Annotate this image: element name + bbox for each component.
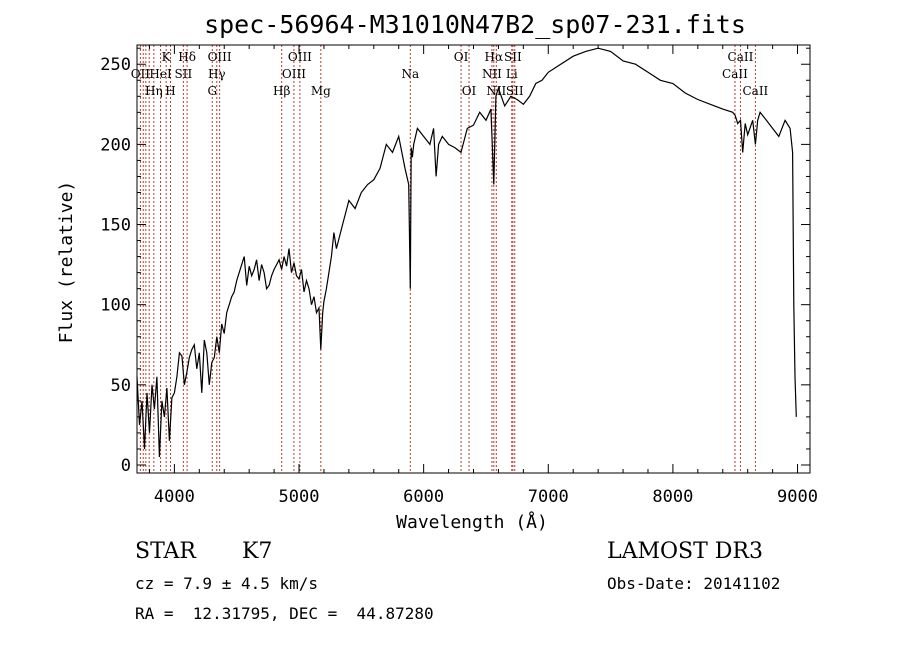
line-marker-labels: OIIHηHeIKHSIIHδGHγOIIIHβOIIIOIIIMgNaOIOI… xyxy=(131,50,769,98)
line-marker-label: Hβ xyxy=(273,84,290,98)
chart-title: spec-56964-M31010N47B2_sp07-231.fits xyxy=(204,10,746,39)
y-axis: 0 50 100 150 200 250 xyxy=(100,47,810,476)
observation-date: Obs-Date: 20141102 xyxy=(607,574,781,593)
y-tick-label: 150 xyxy=(100,216,131,236)
flux-series-line xyxy=(136,47,797,458)
y-tick-label: 0 xyxy=(121,456,131,476)
line-marker-label: CaII xyxy=(742,84,768,98)
line-marker-label: Hα xyxy=(485,50,504,64)
line-marker-label: Mg xyxy=(311,84,331,98)
line-marker-label: OI xyxy=(462,84,477,98)
line-marker-label: NII xyxy=(486,84,506,98)
x-tick-label: 8000 xyxy=(652,487,693,507)
y-tick-label: 50 xyxy=(111,376,131,396)
line-marker-label: G xyxy=(207,84,217,98)
line-marker-label: Hγ xyxy=(208,67,226,81)
x-tick-label: 5000 xyxy=(279,487,320,507)
survey-label: LAMOST DR3 xyxy=(607,539,763,564)
line-marker-label: OIII xyxy=(208,50,232,64)
line-marker-label: SII xyxy=(506,84,524,98)
redshift-velocity: cz = 7.9 ± 4.5 km/s xyxy=(135,574,319,593)
line-marker-label: HeI xyxy=(149,67,172,81)
x-tick-label: 9000 xyxy=(777,487,818,507)
y-axis-label: Flux (relative) xyxy=(56,181,77,344)
x-tick-label: 7000 xyxy=(528,487,569,507)
line-marker-label: K xyxy=(162,50,172,64)
x-tick-label: 6000 xyxy=(403,487,444,507)
sky-coordinates: RA = 12.31795, DEC = 44.87280 xyxy=(135,604,434,623)
line-marker-label: SII xyxy=(175,67,193,81)
y-tick-label: 200 xyxy=(100,135,131,155)
line-marker-label: OII xyxy=(131,67,151,81)
line-marker-label: CaII xyxy=(728,50,754,64)
line-marker-label: NII xyxy=(482,67,502,81)
line-marker-label: Na xyxy=(401,67,419,81)
line-marker-label: Hη xyxy=(145,84,163,98)
line-marker-label: H xyxy=(165,84,175,98)
line-marker-label: OIII xyxy=(282,67,306,81)
y-tick-label: 250 xyxy=(100,55,131,75)
line-marker-label: Li xyxy=(506,67,518,81)
line-marker-label: CaII xyxy=(722,67,748,81)
object-class: STAR xyxy=(135,539,196,564)
x-axis: 4000 5000 6000 7000 8000 9000 xyxy=(148,45,818,507)
x-axis-label: Wavelength (Å) xyxy=(396,511,548,533)
line-marker-label: OI xyxy=(454,50,469,64)
y-tick-label: 100 xyxy=(100,296,131,316)
object-subclass: K7 xyxy=(242,539,273,564)
line-marker-label: OIII xyxy=(288,50,312,64)
line-marker-label: SII xyxy=(504,50,522,64)
plot-frame xyxy=(136,44,811,474)
line-markers xyxy=(139,45,756,473)
line-marker-label: Hδ xyxy=(178,50,196,64)
x-tick-label: 4000 xyxy=(154,487,195,507)
